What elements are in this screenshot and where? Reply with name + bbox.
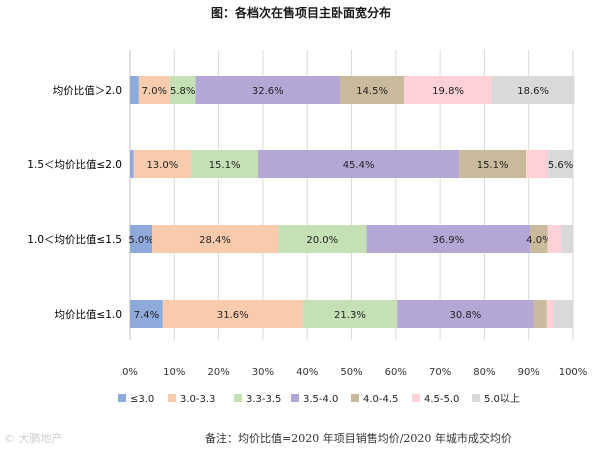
legend-label: 4.0-4.5 (363, 394, 398, 405)
bar-segment (162, 300, 303, 328)
legend-label: 3.5-4.0 (303, 394, 338, 405)
bar-segment (130, 225, 153, 253)
legend-label: 4.5-5.0 (424, 394, 459, 405)
x-tick-label: 100% (559, 367, 588, 378)
bar-segment (277, 225, 367, 253)
bar-segment (152, 225, 278, 253)
bar-segment (366, 225, 531, 253)
bar-segment (138, 76, 170, 104)
data-label: 15.1% (209, 160, 241, 171)
data-label: 15.1% (477, 160, 509, 171)
x-tick-label: 70% (429, 367, 451, 378)
data-label: 14.5% (356, 86, 388, 97)
bar-segment (546, 300, 554, 328)
category-label: 均价比值＞2.0 (53, 84, 122, 97)
legend-label: 3.0-3.3 (180, 394, 215, 405)
bar-segment (130, 150, 134, 178)
category-label: 1.5＜均价比值≤2.0 (27, 158, 122, 171)
bar-segment (491, 76, 575, 104)
bar-segment (258, 150, 460, 178)
bar-segment (404, 76, 492, 104)
data-label: 36.9% (432, 235, 464, 246)
data-label: 7.4% (134, 310, 159, 321)
x-tick-label: 50% (340, 367, 362, 378)
bar-segment (339, 76, 405, 104)
bar-segment (526, 150, 549, 178)
legend-swatch (351, 394, 359, 402)
category-label: 1.0＜均价比值≤1.5 (27, 233, 122, 246)
legend-label: 3.3-3.5 (246, 394, 281, 405)
x-tick-label: 80% (473, 367, 495, 378)
data-label: 21.3% (334, 310, 366, 321)
legend-swatch (291, 394, 299, 402)
data-label: 19.8% (432, 86, 464, 97)
data-label: 13.0% (146, 160, 178, 171)
data-label: 7.0% (142, 86, 167, 97)
category-label: 均价比值≤1.0 (55, 308, 123, 321)
bar-segment (561, 225, 573, 253)
data-label: 32.6% (252, 86, 284, 97)
bar-segment (530, 225, 548, 253)
bar-segment (553, 300, 573, 328)
legend-swatch (234, 394, 242, 402)
bar-segment (130, 300, 163, 328)
bar-segment (533, 300, 547, 328)
x-tick-label: 30% (252, 367, 274, 378)
bar-segment (547, 225, 562, 253)
legend-swatch (168, 394, 176, 402)
x-tick-label: 10% (163, 367, 185, 378)
x-tick-label: 0% (122, 367, 138, 378)
bar-segment (397, 300, 534, 328)
legend-swatch (472, 394, 480, 402)
x-tick-label: 20% (207, 367, 229, 378)
data-label: 18.6% (517, 86, 549, 97)
data-label: 5.6% (548, 160, 573, 171)
bar-segment (302, 300, 398, 328)
footnote: 备注：均价比值=2020 年项目销售均价/2020 年城市成交均价 (205, 432, 512, 445)
bar-segment (195, 76, 340, 104)
data-label: 31.6% (217, 310, 249, 321)
data-label: 5.0% (128, 235, 153, 246)
data-label: 4.0% (526, 235, 551, 246)
bar-segment (130, 76, 139, 104)
bar-segment (133, 150, 192, 178)
data-label: 28.4% (199, 235, 231, 246)
bar-segment (169, 76, 196, 104)
x-tick-label: 60% (385, 367, 407, 378)
watermark-text: © 大鹏地产 (4, 432, 63, 445)
legend-label: ≤3.0 (130, 394, 154, 405)
legend-swatch (118, 394, 126, 402)
legend-label: 5.0以上 (484, 393, 520, 405)
bar-segment (191, 150, 259, 178)
data-label: 20.0% (306, 235, 338, 246)
data-label: 5.8% (170, 86, 195, 97)
data-label: 45.4% (343, 160, 375, 171)
x-tick-label: 90% (518, 367, 540, 378)
x-tick-label: 40% (296, 367, 318, 378)
legend-swatch (412, 394, 420, 402)
chart-title: 图：各档次在售项目主卧面宽分布 (211, 5, 391, 20)
bar-segment (548, 150, 573, 178)
bar-segment (459, 150, 527, 178)
data-label: 30.8% (449, 310, 481, 321)
